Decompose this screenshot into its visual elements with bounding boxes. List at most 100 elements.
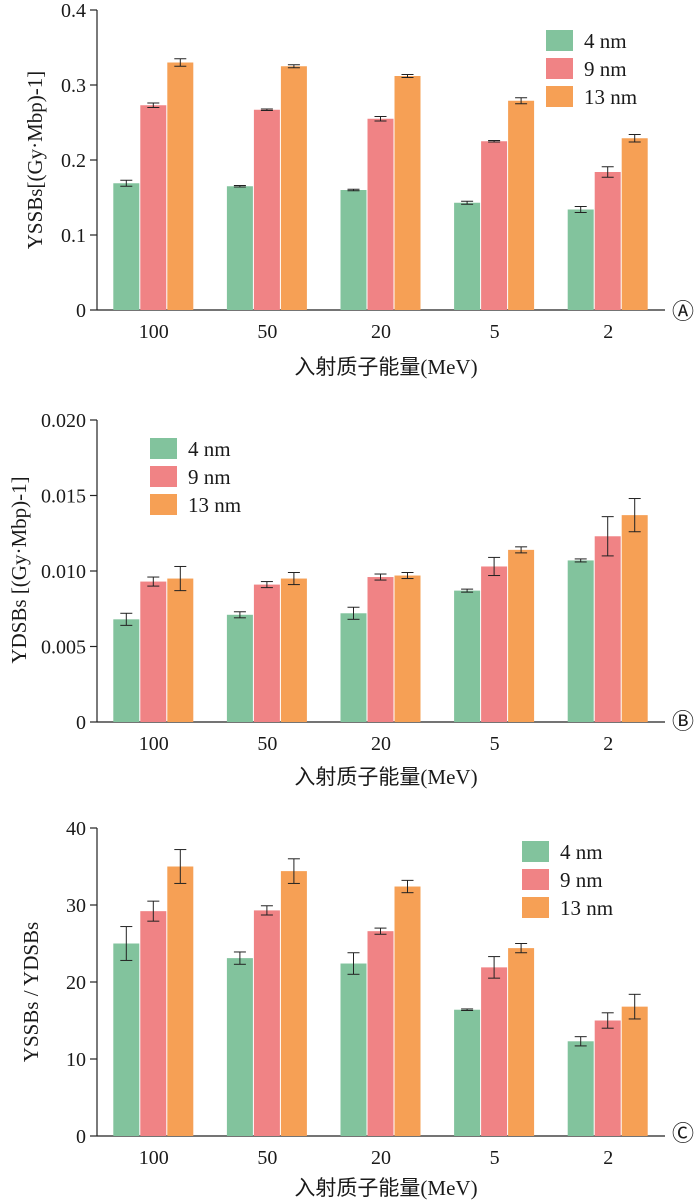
y-tick-label: 20	[66, 972, 86, 994]
x-tick-label: 2	[603, 321, 613, 343]
bar	[340, 613, 367, 722]
legend-label: 9 nm	[584, 57, 627, 81]
bar	[167, 866, 194, 1136]
legend-label: 13 nm	[188, 493, 241, 517]
bar	[594, 1020, 621, 1136]
panel-label: Ⓒ	[672, 1121, 694, 1146]
bar	[567, 209, 594, 310]
bar	[567, 560, 594, 722]
bar	[621, 138, 648, 310]
bar	[340, 190, 367, 310]
bar	[113, 183, 140, 310]
legend-label: 13 nm	[584, 85, 637, 109]
x-tick-label: 50	[257, 321, 277, 343]
bar	[280, 66, 307, 310]
bar	[508, 100, 535, 310]
bar	[508, 549, 535, 722]
bar	[253, 584, 280, 722]
bar	[253, 109, 280, 310]
legend-label: 13 nm	[560, 896, 613, 920]
legend-swatch	[522, 897, 549, 918]
chart-panel-b: YDSBs [(Gy·Mbp)-1] 入射质子能量(MeV) Ⓑ 0 0.005 0…	[7, 410, 694, 789]
bar	[226, 614, 253, 722]
chart-panel-a: YSSBs[(Gy·Mbp)-1] 入射质子能量(MeV) Ⓐ 0 0.1 0.2 0…	[23, 0, 694, 379]
bar	[594, 172, 621, 310]
legend-label: 9 nm	[560, 868, 603, 892]
x-tick-label: 20	[371, 321, 391, 343]
legend-swatch	[546, 30, 573, 51]
x-tick-label: 20	[371, 1147, 391, 1169]
bar	[594, 536, 621, 722]
y-tick-label: 0	[76, 1126, 86, 1148]
x-tick-label: 100	[139, 733, 169, 755]
y-tick-label: 0.015	[41, 486, 86, 508]
legend-swatch	[546, 86, 573, 107]
legend-swatch	[546, 58, 573, 79]
bar	[340, 963, 367, 1136]
panel-label: Ⓐ	[672, 299, 694, 324]
bar	[367, 118, 394, 310]
bar	[140, 105, 167, 310]
bar	[508, 948, 535, 1136]
legend-label: 4 nm	[584, 29, 627, 53]
bar	[167, 62, 194, 310]
x-tick-label: 2	[603, 733, 613, 755]
bar	[621, 1006, 648, 1136]
bar	[567, 1041, 594, 1136]
bar	[226, 186, 253, 310]
x-tick-label: 2	[603, 1147, 613, 1169]
legend-swatch	[150, 466, 177, 487]
bar	[280, 578, 307, 722]
chart-panel-c: YSSBs / YDSBs 入射质子能量(MeV) Ⓒ 0 10 20 30 40 100…	[19, 818, 694, 1200]
x-tick-label: 100	[139, 321, 169, 343]
bar	[226, 958, 253, 1136]
panel-label: Ⓑ	[672, 709, 694, 734]
bar	[481, 566, 508, 722]
bar	[367, 577, 394, 722]
x-axis-label: 入射质子能量(MeV)	[294, 355, 477, 379]
y-tick-label: 0.010	[41, 561, 86, 583]
bar	[113, 943, 140, 1136]
bar	[140, 911, 167, 1136]
y-tick-label: 0.4	[61, 0, 86, 22]
bar	[394, 575, 421, 722]
y-tick-label: 10	[66, 1049, 86, 1071]
x-tick-label: 5	[490, 733, 500, 755]
x-axis-label: 入射质子能量(MeV)	[294, 765, 477, 789]
legend-swatch	[150, 438, 177, 459]
y-tick-label: 0.020	[41, 410, 86, 432]
legend-swatch	[150, 494, 177, 515]
y-tick-label: 0.3	[61, 75, 86, 97]
x-tick-label: 50	[257, 1147, 277, 1169]
y-axis-label: YSSBs[(Gy·Mbp)-1]	[23, 71, 47, 250]
y-tick-label: 0.2	[61, 150, 86, 172]
y-axis-label: YDSBs [(Gy·Mbp)-1]	[7, 476, 31, 663]
x-tick-label: 50	[257, 733, 277, 755]
bar	[454, 1009, 481, 1136]
y-tick-label: 0	[76, 300, 86, 322]
bar	[454, 202, 481, 310]
x-tick-label: 20	[371, 733, 391, 755]
legend-swatch	[522, 869, 549, 890]
bar	[621, 515, 648, 722]
bar	[481, 967, 508, 1136]
legend-swatch	[522, 841, 549, 862]
y-axis-label: YSSBs / YDSBs	[19, 922, 43, 1062]
bar	[140, 581, 167, 722]
legend-label: 4 nm	[560, 840, 603, 864]
y-tick-label: 0.1	[61, 225, 86, 247]
bar	[394, 886, 421, 1136]
bar	[253, 910, 280, 1136]
x-tick-label: 100	[139, 1147, 169, 1169]
bar	[394, 76, 421, 310]
y-tick-label: 0	[76, 712, 86, 734]
y-tick-label: 0.005	[41, 637, 86, 659]
bar	[454, 590, 481, 722]
bar	[167, 578, 194, 722]
x-tick-label: 5	[490, 1147, 500, 1169]
legend-label: 4 nm	[188, 437, 231, 461]
x-axis-label: 入射质子能量(MeV)	[294, 1176, 477, 1200]
legend-label: 9 nm	[188, 465, 231, 489]
y-tick-label: 30	[66, 895, 86, 917]
